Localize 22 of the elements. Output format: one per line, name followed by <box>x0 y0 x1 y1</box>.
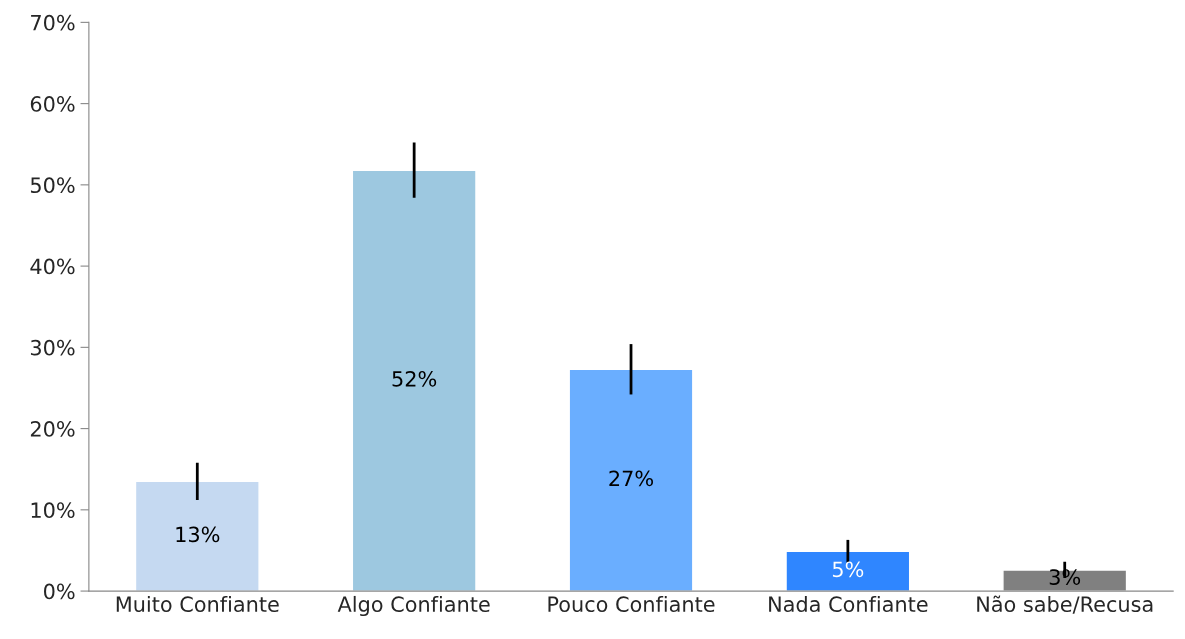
bar <box>351 169 477 592</box>
data-label: 13% <box>176 526 220 543</box>
y-tick-label: 20% <box>30 421 75 437</box>
y-tick-label: 60% <box>30 96 75 112</box>
x-tick-label: Muito Confiante <box>116 595 279 613</box>
data-label: 52% <box>392 370 437 387</box>
x-tick-label: Pouco Confiante <box>548 595 715 613</box>
x-tick-label: Nada Confiante <box>769 595 928 613</box>
data-label: 5% <box>832 561 864 578</box>
data-label: 27% <box>609 470 654 487</box>
bar <box>785 550 911 592</box>
y-tick-label: 50% <box>30 177 75 194</box>
bar <box>134 480 260 592</box>
x-tick-label: Não sabe/Recusa <box>977 595 1153 614</box>
data-label: 3% <box>1049 569 1081 585</box>
y-tick-label: 30% <box>30 339 75 356</box>
y-tick-label: 10% <box>31 502 75 519</box>
bar <box>568 368 694 592</box>
y-tick-label: 40% <box>30 258 75 275</box>
x-tick-label: Algo Confiante <box>337 595 490 617</box>
y-tick-label: 0% <box>44 583 75 600</box>
y-tick-label: 70% <box>31 14 75 31</box>
